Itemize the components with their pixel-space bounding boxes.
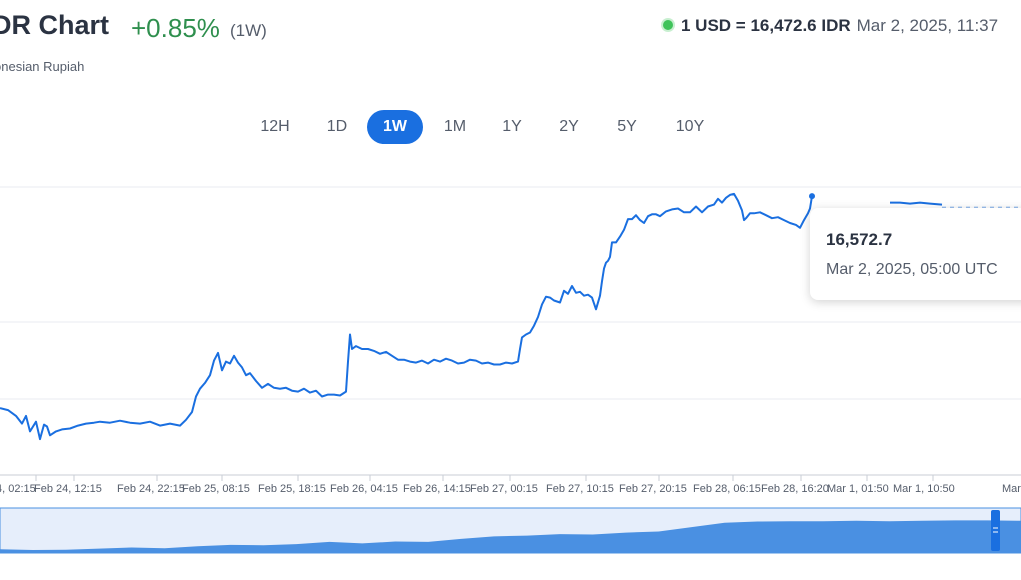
tab-5y[interactable]: 5Y (617, 118, 637, 135)
period-label: (1W) (230, 21, 267, 40)
rate-timestamp: Mar 2, 2025, 11:37 (856, 16, 999, 35)
chart-title: DR Chart (0, 10, 110, 40)
x-tick-label: Feb 27, 10:15 (546, 483, 614, 495)
navigator-area (0, 520, 1021, 553)
x-tick-label: 4, 02:15 (0, 483, 36, 495)
x-tick-label: Feb 24, 22:15 (117, 483, 185, 495)
tab-12h[interactable]: 12H (260, 118, 290, 135)
x-tick-label: Mar 1, 01:50 (827, 483, 889, 495)
tab-2y[interactable]: 2Y (559, 118, 579, 135)
x-tick-label: Feb 28, 06:15 (693, 483, 761, 495)
tab-10y[interactable]: 10Y (675, 118, 705, 135)
x-tick-label: Feb 24, 12:15 (34, 483, 102, 495)
tab-1w[interactable]: 1W (367, 110, 423, 144)
tab-1d[interactable]: 1D (326, 118, 348, 135)
x-tick-label: Mar 1, 10:50 (893, 483, 955, 495)
x-tick-label: Mar (1002, 483, 1021, 495)
x-tick-label: Feb 27, 00:15 (470, 483, 538, 495)
tab-1m[interactable]: 1M (443, 118, 467, 135)
x-tick-label: Feb 25, 08:15 (182, 483, 250, 495)
live-rate: 1 USD = 16,472.6 IDR Mar 2, 2025, 11:37 (663, 16, 998, 36)
currency-subtitle: onesian Rupiah (0, 59, 85, 74)
x-tick-label: Feb 26, 04:15 (330, 483, 398, 495)
x-tick-label: Feb 27, 20:15 (619, 483, 687, 495)
tab-1y[interactable]: 1Y (502, 118, 522, 135)
hover-point (809, 193, 815, 200)
price-line-series-1 (890, 201, 943, 206)
hover-tooltip: 16,572.7 Mar 2, 2025, 05:00 UTC (810, 208, 1021, 300)
change-percent: +0.85% (131, 13, 220, 43)
x-tick-label: Feb 25, 18:15 (258, 483, 326, 495)
price-line-series-0 (0, 192, 813, 441)
navigator-handle[interactable] (991, 510, 1000, 551)
tooltip-value: 16,572.7 (826, 230, 893, 249)
rate-value: 1 USD = 16,472.6 IDR (681, 16, 851, 35)
live-dot-icon (663, 20, 673, 30)
x-tick-label: Feb 26, 14:15 (403, 483, 471, 495)
x-tick-label: Feb 28, 16:20 (761, 483, 829, 495)
tooltip-date: Mar 2, 2025, 05:00 UTC (826, 261, 998, 278)
